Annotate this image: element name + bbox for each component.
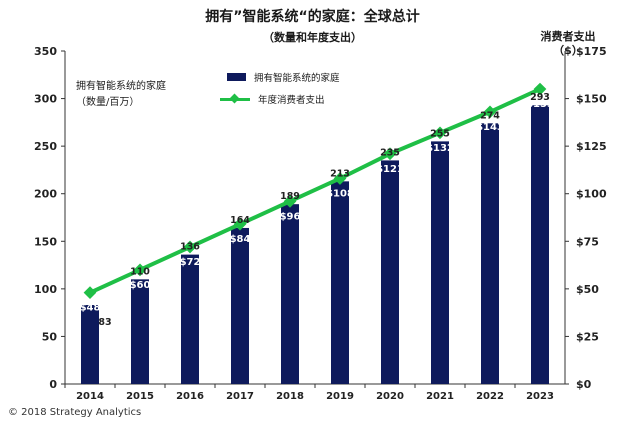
footer-copyright: © 2018 Strategy Analytics <box>8 407 142 418</box>
spending-line <box>89 87 541 295</box>
spending-value-label: $143 <box>476 122 504 133</box>
bar-households <box>231 227 249 384</box>
legend-line-label: 年度消费者支出 <box>258 95 325 106</box>
left-tick-label: 250 <box>34 140 57 153</box>
x-tick-label: 2020 <box>376 391 404 402</box>
bar-households <box>381 160 399 384</box>
spending-point <box>433 126 447 140</box>
spending-point <box>183 240 197 254</box>
spending-value-label: $155 <box>526 99 554 110</box>
right-axis-title-line1: 消费者支出 <box>540 30 596 43</box>
legend-bar-label: 拥有智能系统的家庭 <box>254 73 340 84</box>
x-tick-label: 2017 <box>226 391 254 402</box>
x-tick-label: 2018 <box>276 391 304 402</box>
x-tick-label: 2021 <box>426 391 454 402</box>
spending-value-label: $48 <box>80 303 101 314</box>
legend-item-bars: 拥有智能系统的家庭 <box>227 70 340 84</box>
bar-value-label: 164 <box>230 215 250 226</box>
spending-point <box>83 286 97 300</box>
spending-value-label: $60 <box>130 280 151 291</box>
spending-value-label: $84 <box>230 234 251 245</box>
left-tick-label: 200 <box>34 188 57 201</box>
bar-value-label: 255 <box>430 128 450 139</box>
right-tick-label: $125 <box>576 140 607 153</box>
bar-value-label: 235 <box>380 147 400 158</box>
x-tick-label: 2023 <box>526 391 554 402</box>
left-axis-label-line1: 拥有智能系统的家庭 <box>76 81 166 92</box>
right-tick-label: $25 <box>576 330 599 343</box>
bar-value-label: 136 <box>180 242 200 253</box>
bar-value-label: 189 <box>280 191 300 202</box>
spending-point <box>283 194 297 208</box>
left-tick-label: 50 <box>42 330 58 343</box>
bar-value-label: 213 <box>330 168 350 179</box>
left-axis-label-line2: （数量/百万） <box>76 97 140 108</box>
right-tick-label: $75 <box>576 235 599 248</box>
left-tick-label: 150 <box>34 235 57 248</box>
right-tick-label: $100 <box>576 188 607 201</box>
spending-value-label: $72 <box>180 257 201 268</box>
spending-point <box>383 147 397 161</box>
left-tick-label: 0 <box>49 378 57 391</box>
bar-households <box>431 141 449 384</box>
bar-households <box>81 305 99 384</box>
right-tick-label: $50 <box>576 283 599 296</box>
bar-value-label: 110 <box>130 266 150 277</box>
spending-point <box>133 263 147 277</box>
bar-households <box>131 279 149 384</box>
spending-value-label: $132 <box>426 143 454 154</box>
bar-households <box>281 204 299 384</box>
bar-value-label: 83 <box>98 317 111 328</box>
left-tick-label: 100 <box>34 283 57 296</box>
right-tick-label: $0 <box>576 378 592 391</box>
bar-value-label: 293 <box>530 92 550 103</box>
spending-point <box>483 105 497 119</box>
spending-point <box>333 172 347 185</box>
spending-value-label: $96 <box>280 211 301 222</box>
chart-subtitle: （数量和年度支出） <box>263 31 362 44</box>
right-tick-label: $175 <box>576 45 607 58</box>
x-tick-label: 2022 <box>476 391 504 402</box>
x-tick-label: 2015 <box>126 391 154 402</box>
right-tick-label: $150 <box>576 93 607 106</box>
bar-households <box>331 181 349 384</box>
legend-item-line: 年度消费者支出 <box>220 92 325 106</box>
spending-point <box>233 217 247 231</box>
x-tick-label: 2019 <box>326 391 354 402</box>
left-tick-label: 300 <box>34 93 57 106</box>
legend-line-swatch <box>220 94 250 104</box>
x-tick-label: 2014 <box>76 391 104 402</box>
chart-title: 拥有”智能系统“的家庭：全球总计 <box>205 9 420 25</box>
spending-value-label: $108 <box>326 188 354 199</box>
spending-value-label: $121 <box>376 164 404 175</box>
bar-households <box>181 254 199 384</box>
bar-households <box>531 105 549 384</box>
x-tick-label: 2016 <box>176 391 204 402</box>
legend-bar-swatch <box>227 73 246 81</box>
left-tick-label: 350 <box>34 45 57 58</box>
bar-value-label: 274 <box>480 110 500 121</box>
bar-households <box>481 123 499 385</box>
